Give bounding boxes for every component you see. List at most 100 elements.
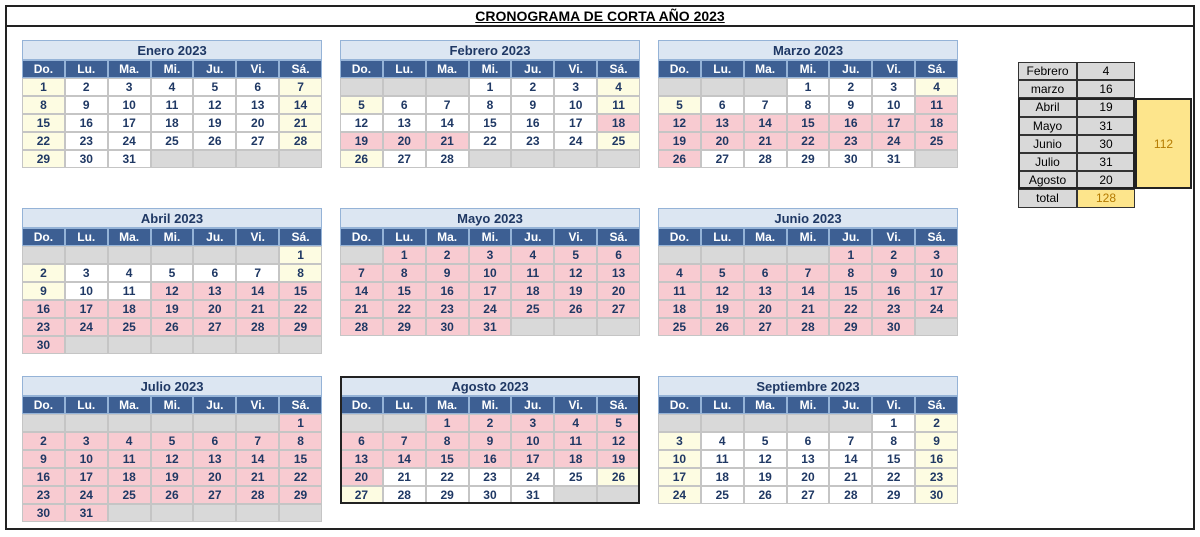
day-cell: 16 xyxy=(915,450,958,468)
day-cell: 18 xyxy=(658,300,701,318)
weekday-header: Ju. xyxy=(511,396,555,414)
day-cell: 14 xyxy=(382,450,426,468)
day-cell: 12 xyxy=(554,264,598,282)
day-cell: 20 xyxy=(340,468,383,486)
day-cell: 21 xyxy=(743,132,787,150)
empty-cell xyxy=(107,246,151,264)
day-cell: 22 xyxy=(872,468,916,486)
day-cell: 24 xyxy=(554,132,598,150)
day-cell: 29 xyxy=(382,318,426,336)
day-cell: 30 xyxy=(872,318,916,336)
day-cell: 8 xyxy=(22,96,65,114)
day-cell: 7 xyxy=(743,96,787,114)
empty-cell xyxy=(150,414,194,432)
weekday-header: Ju. xyxy=(511,228,555,246)
weekday-header: Ma. xyxy=(107,396,151,414)
empty-cell xyxy=(150,150,194,168)
day-cell: 17 xyxy=(468,282,512,300)
weekday-header: Do. xyxy=(22,228,65,246)
day-cell: 5 xyxy=(743,432,787,450)
day-cell: 6 xyxy=(700,96,744,114)
day-cell: 11 xyxy=(700,450,744,468)
day-cell: 16 xyxy=(511,114,555,132)
day-cell: 21 xyxy=(786,300,830,318)
day-cell: 3 xyxy=(554,78,598,96)
day-cell: 6 xyxy=(193,264,237,282)
day-cell: 13 xyxy=(340,450,383,468)
summary-label: marzo xyxy=(1018,80,1077,99)
day-cell: 1 xyxy=(786,78,830,96)
day-cell: 14 xyxy=(786,282,830,300)
weekday-header: Mi. xyxy=(786,228,830,246)
weekday-header: Lu. xyxy=(700,228,744,246)
weekday-header: Vi. xyxy=(872,228,916,246)
day-cell: 13 xyxy=(743,282,787,300)
day-cell: 30 xyxy=(22,336,65,354)
empty-cell xyxy=(700,78,744,96)
day-cell: 24 xyxy=(915,300,958,318)
day-cell: 12 xyxy=(700,282,744,300)
weekday-header: Vi. xyxy=(872,396,916,414)
day-cell: 29 xyxy=(279,318,322,336)
day-cell: 25 xyxy=(150,132,194,150)
group-total: 112 xyxy=(1135,98,1192,190)
day-cell: 13 xyxy=(786,450,830,468)
day-cell: 15 xyxy=(786,114,830,132)
day-cell: 16 xyxy=(468,450,512,468)
day-cell: 26 xyxy=(340,150,383,168)
summary-label: Febrero xyxy=(1018,62,1077,81)
day-cell: 7 xyxy=(786,264,830,282)
day-cell: 21 xyxy=(425,132,469,150)
empty-cell xyxy=(786,414,830,432)
day-cell: 27 xyxy=(382,150,426,168)
day-cell: 26 xyxy=(150,486,194,504)
day-cell: 13 xyxy=(236,96,280,114)
day-cell: 7 xyxy=(236,264,280,282)
day-cell: 1 xyxy=(425,414,469,432)
day-cell: 14 xyxy=(340,282,383,300)
day-cell: 23 xyxy=(425,300,469,318)
weekday-header: Ma. xyxy=(743,60,787,78)
empty-cell xyxy=(658,78,701,96)
day-cell: 12 xyxy=(743,450,787,468)
day-cell: 11 xyxy=(597,96,640,114)
weekday-header: Lu. xyxy=(382,60,426,78)
day-cell: 1 xyxy=(829,246,873,264)
day-cell: 9 xyxy=(829,96,873,114)
day-cell: 24 xyxy=(64,486,108,504)
day-cell: 28 xyxy=(425,150,469,168)
day-cell: 4 xyxy=(554,414,598,432)
day-cell: 17 xyxy=(64,300,108,318)
empty-cell xyxy=(554,150,598,168)
day-cell: 19 xyxy=(743,468,787,486)
weekday-header: Sá. xyxy=(279,60,322,78)
day-cell: 10 xyxy=(107,96,151,114)
day-cell: 23 xyxy=(468,468,512,486)
day-cell: 26 xyxy=(700,318,744,336)
day-cell: 4 xyxy=(700,432,744,450)
day-cell: 6 xyxy=(236,78,280,96)
weekday-header: Ma. xyxy=(107,60,151,78)
weekday-header: Ju. xyxy=(511,60,555,78)
empty-cell xyxy=(107,336,151,354)
empty-cell xyxy=(597,318,640,336)
day-cell: 11 xyxy=(915,96,958,114)
day-cell: 9 xyxy=(425,264,469,282)
empty-cell xyxy=(279,150,322,168)
day-cell: 21 xyxy=(340,300,383,318)
day-cell: 23 xyxy=(22,318,65,336)
summary-total-value: 128 xyxy=(1077,189,1135,208)
weekday-header: Do. xyxy=(22,60,65,78)
empty-cell xyxy=(340,78,383,96)
empty-cell xyxy=(597,150,640,168)
day-cell: 4 xyxy=(915,78,958,96)
weekday-header: Vi. xyxy=(554,228,598,246)
empty-cell xyxy=(193,336,237,354)
day-cell: 13 xyxy=(193,282,237,300)
empty-cell xyxy=(64,246,108,264)
weekday-header: Mi. xyxy=(786,60,830,78)
empty-cell xyxy=(829,414,873,432)
day-cell: 25 xyxy=(597,132,640,150)
day-cell: 7 xyxy=(236,432,280,450)
